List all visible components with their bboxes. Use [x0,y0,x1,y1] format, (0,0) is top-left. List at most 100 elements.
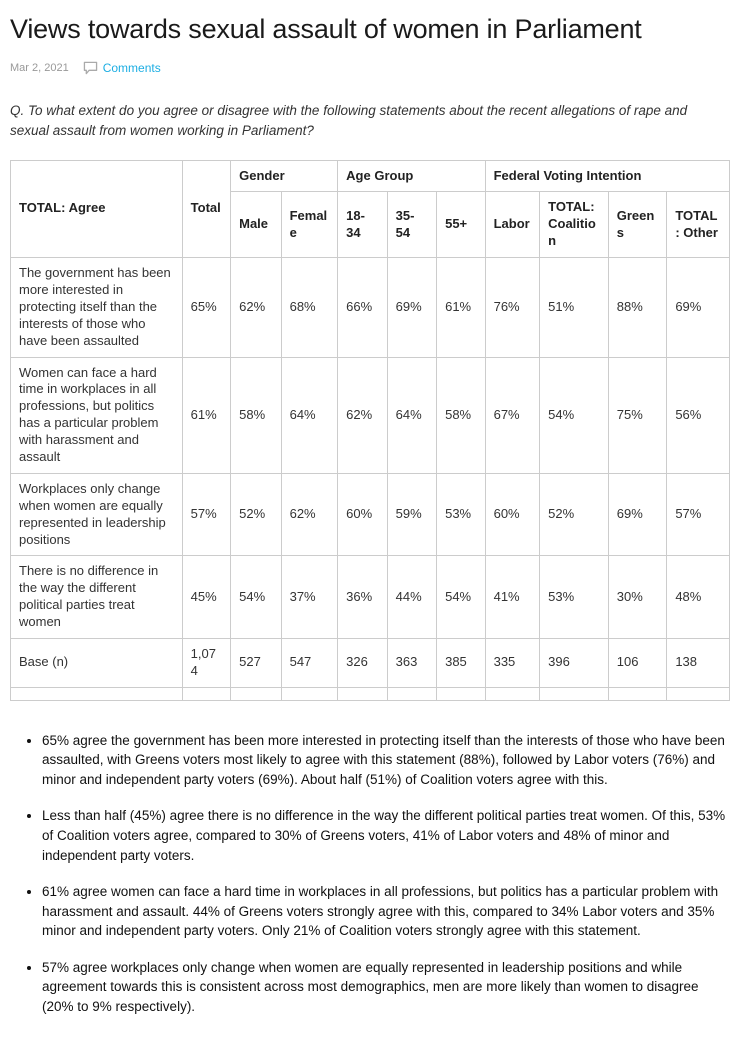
value-cell: 88% [607,257,668,358]
value-cell: 44% [386,555,438,639]
value-cell: 69% [386,257,438,358]
value-cell: 69% [607,472,668,557]
empty-cell [666,686,730,701]
table-row: The government has been more interested … [10,257,730,358]
group-header-gender: Gender [230,159,339,193]
survey-question: Q. To what extent do you agree or disagr… [10,103,688,139]
col-header-other: TOTAL: Other [666,191,730,259]
table-row: Base (n) 1,074 527 547 326 363 385 335 396 106 138 [10,637,730,688]
row-label: Workplaces only change when women are eq… [10,472,183,557]
value-cell: 76% [484,257,541,358]
empty-cell [607,686,668,701]
empty-cell [436,686,486,701]
value-cell: 396 [539,637,609,688]
col-header-coalition: TOTAL: Coalition [539,191,609,259]
comments-label: Comments [102,61,161,75]
col-header-male: Male [230,191,282,259]
total-value-cell: 45% [181,555,232,639]
post-date: Mar 2, 2021 [10,62,69,74]
table-row: There is no difference in the way the di… [10,555,730,639]
total-value-cell: 57% [181,472,232,557]
value-cell: 57% [666,472,730,557]
bullet-item: 57% agree workplaces only change when wo… [42,958,730,1017]
value-cell: 75% [607,356,668,474]
bullet-item: 65% agree the government has been more i… [42,731,730,790]
comment-icon [83,61,98,75]
value-cell: 69% [666,257,730,358]
empty-cell [337,686,388,701]
value-cell: 62% [337,356,388,474]
value-cell: 64% [280,356,339,474]
col-header-female: Female [280,191,339,259]
value-cell: 62% [230,257,282,358]
value-cell: 66% [337,257,388,358]
empty-cell [10,686,183,701]
value-cell: 56% [666,356,730,474]
col-header-35-54: 35-54 [386,191,438,259]
table-corner-header: TOTAL: Agree [10,159,183,259]
value-cell: 58% [436,356,486,474]
value-cell: 52% [230,472,282,557]
row-label: There is no difference in the way the di… [10,555,183,639]
value-cell: 53% [436,472,486,557]
row-label: Women can face a hard time in workplaces… [10,356,183,474]
value-cell: 106 [607,637,668,688]
value-cell: 54% [436,555,486,639]
table-header: TOTAL: Agree Total Gender Age Group Fede… [10,159,731,259]
empty-cell [484,686,541,701]
col-header-greens: Greens [607,191,668,259]
group-header-age: Age Group [337,159,486,193]
empty-cell [230,686,282,701]
col-header-labor: Labor [484,191,541,259]
total-value-cell: 65% [181,257,232,358]
value-cell: 52% [539,472,609,557]
value-cell: 60% [484,472,541,557]
value-cell: 54% [230,555,282,639]
post-meta: Mar 2, 2021 Comments [10,61,730,75]
total-value-cell: 1,074 [181,637,232,688]
value-cell: 37% [280,555,339,639]
col-header-total: Total [181,159,232,259]
value-cell: 62% [280,472,339,557]
table-row: Women can face a hard time in workplaces… [10,356,730,474]
empty-cell [386,686,438,701]
table-body: The government has been more interested … [10,257,730,701]
table-row: Workplaces only change when women are eq… [10,472,730,557]
empty-cell [539,686,609,701]
row-label: Base (n) [10,637,183,688]
value-cell: 326 [337,637,388,688]
value-cell: 64% [386,356,438,474]
value-cell: 61% [436,257,486,358]
value-cell: 36% [337,555,388,639]
bullet-item: Less than half (45%) agree there is no d… [42,806,730,865]
value-cell: 58% [230,356,282,474]
total-value-cell: 61% [181,356,232,474]
results-table: TOTAL: Agree Total Gender Age Group Fede… [10,159,731,701]
value-cell: 30% [607,555,668,639]
value-cell: 527 [230,637,282,688]
group-header-voting-intention: Federal Voting Intention [484,159,731,193]
col-header-18-34: 18-34 [337,191,388,259]
value-cell: 54% [539,356,609,474]
value-cell: 68% [280,257,339,358]
page-title: Views towards sexual assault of women in… [10,14,642,44]
value-cell: 363 [386,637,438,688]
value-cell: 48% [666,555,730,639]
value-cell: 60% [337,472,388,557]
summary-bullets: 65% agree the government has been more i… [10,731,730,1017]
value-cell: 138 [666,637,730,688]
empty-cell [181,686,232,701]
empty-cell [280,686,339,701]
value-cell: 59% [386,472,438,557]
group-header-row: TOTAL: Agree Total Gender Age Group Fede… [10,159,731,259]
value-cell: 53% [539,555,609,639]
row-label: The government has been more interested … [10,257,183,358]
value-cell: 41% [484,555,541,639]
bullet-item: 61% agree women can face a hard time in … [42,882,730,941]
value-cell: 547 [280,637,339,688]
value-cell: 67% [484,356,541,474]
value-cell: 51% [539,257,609,358]
comments-link[interactable]: Comments [83,61,161,75]
value-cell: 385 [436,637,486,688]
